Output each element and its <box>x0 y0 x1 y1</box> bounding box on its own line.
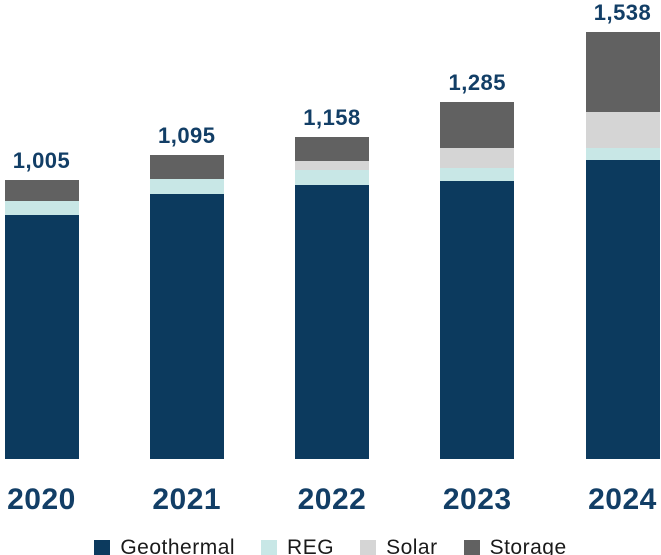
bar-stack <box>295 137 369 459</box>
bar-segment-geothermal <box>4 215 79 459</box>
bar-total-label: 1,538 <box>593 0 652 25</box>
legend-swatch-reg-icon <box>261 540 278 555</box>
legend-item: Solar <box>360 536 438 555</box>
bar-segment-reg <box>149 179 224 194</box>
category-label: 2022 <box>297 483 367 516</box>
bar-segment-reg <box>4 201 79 215</box>
bar-segment-storage <box>149 155 224 179</box>
bar-segment-storage <box>585 32 660 112</box>
category-label: 2020 <box>7 483 76 516</box>
legend-item: Geothermal <box>94 536 235 555</box>
legend: Geothermal REG Solar Storage <box>0 536 661 555</box>
bar-segment-geothermal <box>295 185 369 459</box>
bar-segment-geothermal <box>440 181 515 459</box>
bar-column: 1,285 2023 <box>439 70 516 517</box>
bar-segment-geothermal <box>149 194 224 459</box>
bar-segment-reg <box>440 168 515 181</box>
bar-column: 1,005 2020 <box>3 148 80 517</box>
bar-segment-storage <box>440 102 515 148</box>
plot-area: 1,005 2020 1,095 2021 1,158 2022 1,285 2… <box>3 0 661 517</box>
bar-stack <box>4 180 79 459</box>
legend-item: REG <box>261 536 334 555</box>
bar-column: 1,095 2021 <box>148 123 225 517</box>
bar-stack <box>440 102 515 459</box>
bar-segment-solar <box>585 112 660 148</box>
bar-segment-storage <box>295 137 369 161</box>
legend-label: Geothermal <box>120 536 236 555</box>
legend-swatch-storage-icon <box>463 540 480 555</box>
category-label: 2021 <box>152 483 222 516</box>
legend-label: Solar <box>386 536 438 555</box>
bar-column: 1,158 2022 <box>294 105 371 517</box>
legend-label: Storage <box>489 536 567 555</box>
category-label: 2024 <box>588 483 657 516</box>
bar-stack <box>149 155 224 459</box>
legend-item: Storage <box>463 536 567 555</box>
bar-total-label: 1,285 <box>448 70 507 95</box>
legend-swatch-solar-icon <box>360 540 377 555</box>
bar-total-label: 1,095 <box>157 123 216 148</box>
bar-column: 1,538 2024 <box>584 0 661 517</box>
bar-segment-reg <box>585 148 660 160</box>
bar-segment-solar <box>440 148 515 168</box>
bar-segment-reg <box>295 170 369 185</box>
legend-swatch-geothermal-icon <box>94 540 111 555</box>
legend-label: REG <box>287 536 335 555</box>
bar-total-label: 1,005 <box>12 148 71 173</box>
bar-total-label: 1,158 <box>303 105 361 130</box>
bar-stack <box>585 32 660 459</box>
bar-segment-storage <box>4 180 79 201</box>
bar-segment-solar <box>295 161 369 170</box>
category-label: 2023 <box>442 483 512 516</box>
bar-segment-geothermal <box>585 160 660 459</box>
